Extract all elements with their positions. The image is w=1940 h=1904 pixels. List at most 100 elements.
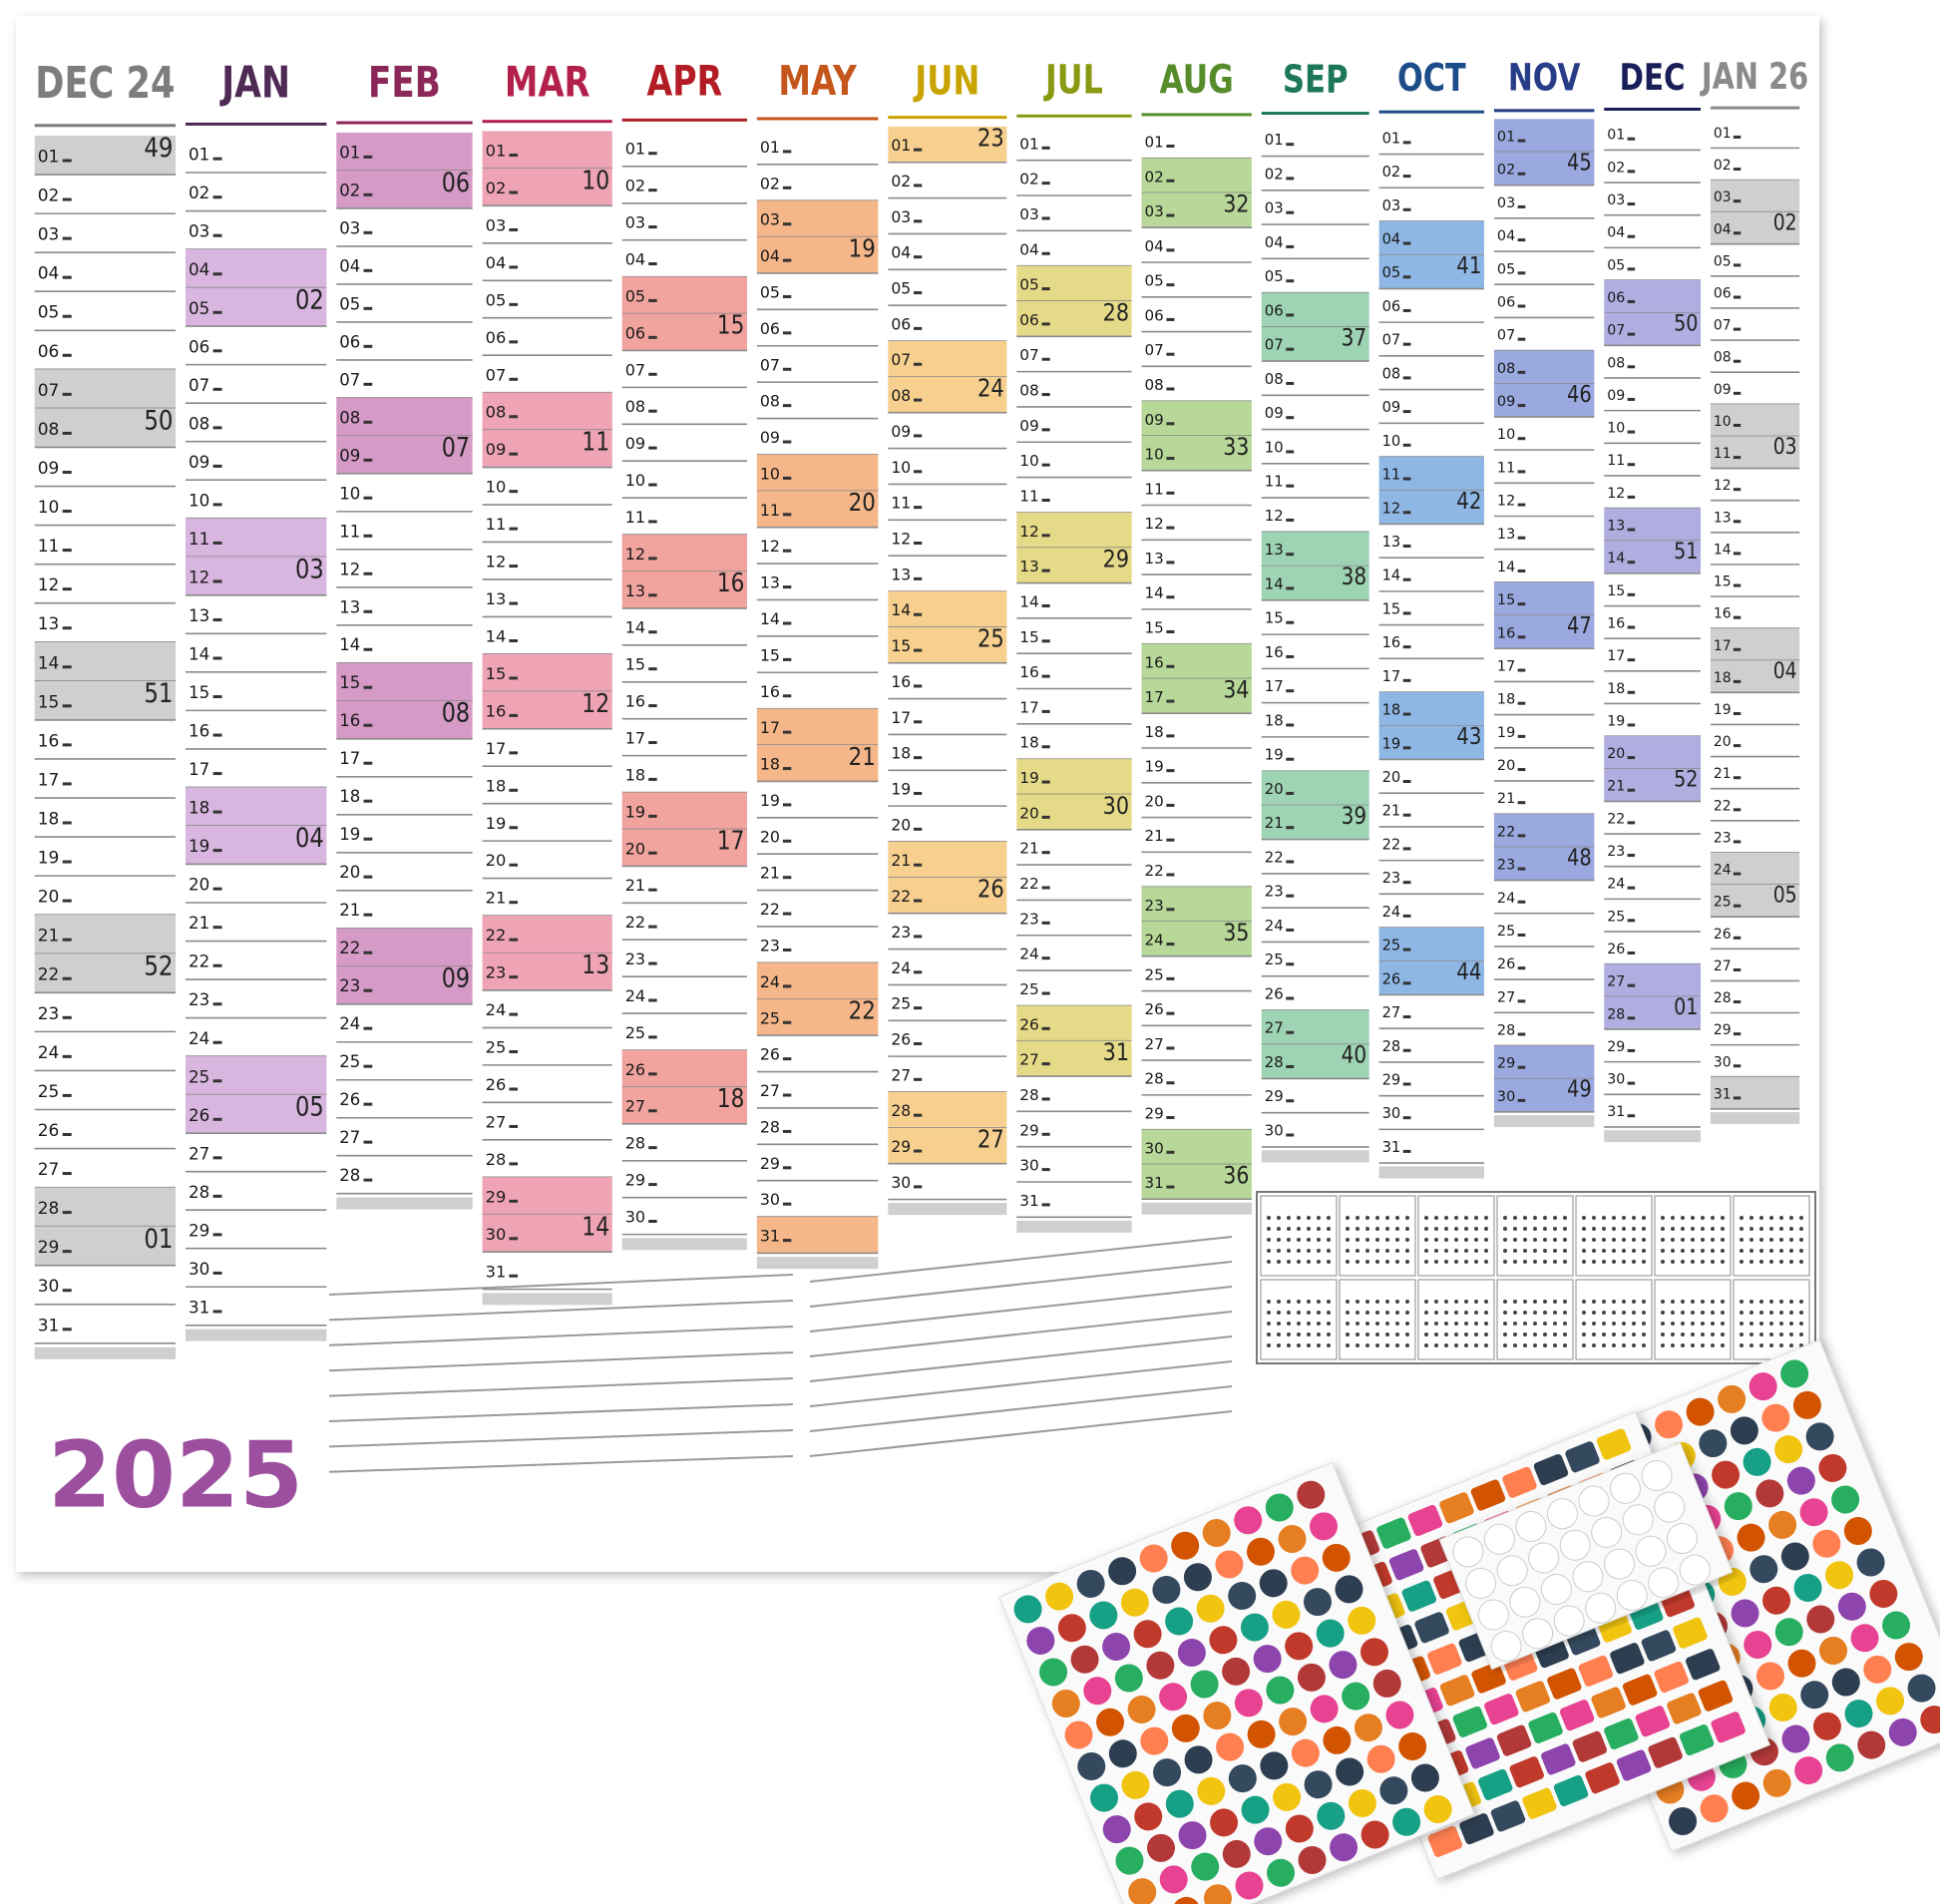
- sticker-tab: [1685, 1649, 1721, 1681]
- day-number: 10: [1497, 427, 1515, 443]
- day-number: 17: [189, 759, 209, 779]
- header-rule: [756, 117, 879, 121]
- mini-day: [1424, 1322, 1428, 1326]
- weekday-mark: [1517, 1032, 1526, 1036]
- day-number: 06: [891, 315, 911, 333]
- weekend-shade: [482, 691, 612, 729]
- mini-day: [1434, 1311, 1438, 1315]
- week-number: 04: [1773, 657, 1797, 683]
- day-number: 31: [760, 1227, 780, 1246]
- sticker-tab: [1470, 1479, 1506, 1511]
- mini-day: [1434, 1343, 1438, 1347]
- mini-day: [1385, 1227, 1389, 1231]
- weekend-shade: [1261, 1009, 1369, 1045]
- sticker-dot: [1348, 1606, 1376, 1635]
- day-number: 25: [339, 1052, 360, 1071]
- weekday-mark: [782, 984, 792, 988]
- mini-day: [1267, 1322, 1271, 1326]
- weekday-mark: [1041, 815, 1050, 819]
- mini-day: [1464, 1216, 1468, 1220]
- mini-day: [1346, 1322, 1350, 1326]
- day-number: 17: [1265, 677, 1284, 695]
- mini-day: [1661, 1322, 1665, 1326]
- mini-day: [1523, 1238, 1527, 1242]
- day-number: 29: [760, 1154, 780, 1173]
- mini-day: [1642, 1311, 1646, 1315]
- weekday-mark: [1517, 701, 1526, 705]
- weekend-shade: [1493, 383, 1595, 417]
- weekday-mark: [1627, 951, 1636, 954]
- mini-day: [1691, 1238, 1695, 1242]
- weekday-mark: [1627, 495, 1636, 499]
- sticker-sheet: [998, 1461, 1475, 1904]
- weekday-mark: [1041, 534, 1050, 538]
- mini-day: [1365, 1238, 1369, 1242]
- weekday-mark: [1286, 894, 1295, 898]
- day-number: 07: [1497, 328, 1515, 344]
- mini-day: [1799, 1322, 1803, 1326]
- weekday-mark: [1041, 991, 1050, 995]
- sticker-dot: [1800, 1681, 1829, 1710]
- weekday-mark: [1733, 168, 1742, 172]
- sticker-dot: [1077, 1752, 1106, 1781]
- weekday-mark: [648, 225, 657, 229]
- mini-day: [1533, 1322, 1537, 1326]
- sticker-dot: [1133, 1620, 1162, 1649]
- mini-day: [1681, 1322, 1685, 1326]
- day-number: 11: [1497, 460, 1515, 476]
- mini-day: [1287, 1249, 1291, 1253]
- mini-day: [1721, 1333, 1725, 1336]
- weekday-mark: [1041, 251, 1050, 255]
- day-number: 30: [38, 1277, 60, 1297]
- mini-day: [1632, 1322, 1636, 1326]
- mini-day: [1503, 1260, 1507, 1264]
- mini-day: [1632, 1343, 1636, 1347]
- day-number: 03: [486, 215, 507, 234]
- weekday-mark: [1166, 943, 1175, 947]
- sticker-dot: [1183, 1563, 1212, 1592]
- month-header: AUG: [1160, 58, 1234, 103]
- weekday-mark: [1517, 900, 1526, 904]
- day-number: 20: [1497, 758, 1515, 774]
- mini-day: [1661, 1238, 1665, 1242]
- mini-day: [1297, 1249, 1301, 1253]
- weekday-mark: [1627, 234, 1636, 238]
- weekday-mark: [1041, 674, 1050, 678]
- mini-day: [1701, 1300, 1705, 1304]
- week-number: 02: [295, 284, 324, 315]
- weekend-shade: [186, 1094, 327, 1134]
- column-foot: [1604, 1130, 1701, 1143]
- weekday-mark: [62, 1172, 72, 1176]
- mini-day: [1681, 1300, 1685, 1304]
- weekend-shade: [888, 1127, 1007, 1164]
- weekday-mark: [1166, 629, 1175, 633]
- mini-day: [1632, 1238, 1636, 1242]
- mini-day: [1612, 1216, 1616, 1220]
- day-number: 29: [189, 1220, 209, 1240]
- weekday-mark: [1733, 1032, 1742, 1036]
- mini-day: [1267, 1343, 1271, 1347]
- weekday-mark: [1041, 1168, 1050, 1172]
- day-number: 13: [1714, 510, 1732, 526]
- day-number: 01: [1607, 128, 1625, 144]
- day-number: 13: [1019, 558, 1039, 575]
- mini-day: [1424, 1311, 1428, 1315]
- weekday-mark: [62, 159, 72, 163]
- weekday-mark: [1402, 981, 1411, 985]
- sticker-dot: [1285, 1814, 1314, 1843]
- day-number: 23: [1382, 870, 1401, 887]
- weekend-shade: [888, 1091, 1007, 1128]
- mini-day: [1346, 1249, 1350, 1253]
- week-number: 38: [1342, 565, 1367, 591]
- day-number: 30: [486, 1225, 507, 1244]
- weekday-mark: [363, 761, 373, 765]
- weekend-shade: [1710, 660, 1800, 693]
- weekend-shade: [1604, 280, 1701, 313]
- day-number: 02: [1145, 168, 1164, 186]
- day-number: 10: [38, 498, 60, 518]
- weekday-mark: [363, 837, 373, 841]
- sticker-dot: [1045, 1582, 1074, 1611]
- mini-day: [1671, 1311, 1675, 1315]
- day-number: 07: [1019, 346, 1039, 364]
- mini-day: [1424, 1333, 1428, 1336]
